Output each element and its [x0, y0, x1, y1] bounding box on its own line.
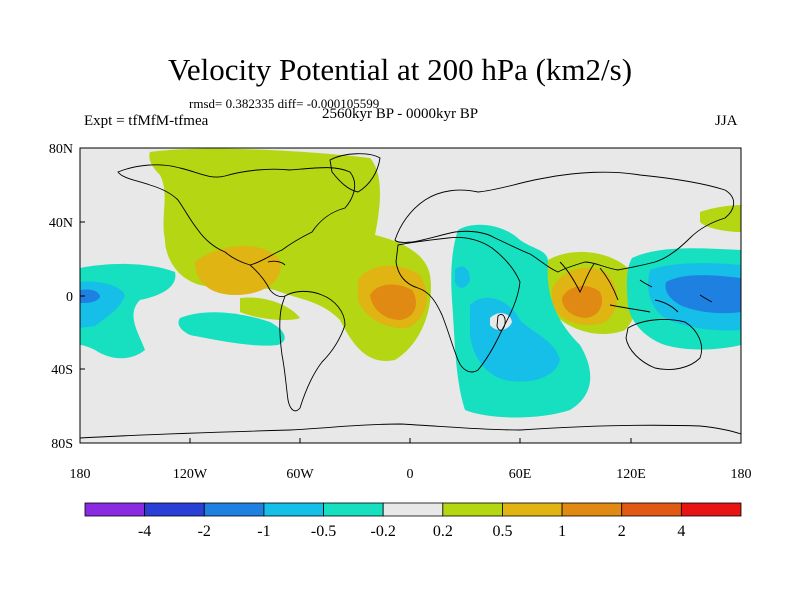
ytick-label: 40N	[49, 216, 73, 231]
xtick-label: 180	[731, 467, 752, 482]
contour-neg-strong-maritime	[665, 275, 741, 314]
coastline-central-america	[249, 264, 286, 298]
contour-neg-mid-west-africa	[455, 266, 470, 288]
contour-pos-weak-east-pacific	[240, 297, 300, 320]
ytick-label: 40S	[51, 363, 73, 378]
coastline-southeast-asia	[599, 267, 679, 313]
coastline-antarctica	[80, 423, 741, 439]
colorbar-label: 0.2	[433, 523, 453, 540]
contour-neutral-madagascar	[490, 313, 512, 330]
colorbar-swatch	[621, 502, 682, 517]
coastline-north-america	[117, 164, 356, 266]
coastlines	[80, 153, 741, 439]
y-tick-labels: 80N 40N 0 40S 80S	[49, 142, 73, 452]
contour-neg-strong-west-pacific	[80, 289, 100, 303]
colorbar-swatch	[323, 502, 384, 517]
stats-text: rmsd= 0.382335 diff= -0.000105599	[189, 96, 380, 111]
colorbar-label: -4	[138, 523, 151, 540]
contour-neg-weak-east-pacific	[178, 312, 285, 346]
colorbar-label: -0.5	[311, 523, 336, 540]
xtick-label: 120E	[616, 467, 646, 482]
colorbar: -4 -2 -1 -0.5 -0.2 0.2 0.5 1 2 4	[84, 502, 742, 540]
colorbar-label: -2	[198, 523, 211, 540]
coastline-islands	[267, 260, 713, 303]
coastline-madagascar	[496, 313, 506, 331]
ytick-label: 80S	[51, 437, 73, 452]
coastline-greenland	[329, 153, 381, 193]
map-title: Velocity Potential at 200 hPa (km2/s)	[167, 52, 633, 87]
xtick-label: 60E	[509, 467, 532, 482]
contour-pos-strong-indian	[562, 286, 603, 318]
colorbar-swatch	[442, 502, 503, 517]
colorbar-swatch	[382, 502, 444, 517]
colorbar-label: -1	[257, 523, 270, 540]
ytick-label: 0	[66, 290, 73, 305]
contour-pos-mid-central-america	[195, 245, 281, 295]
colorbar-label: 0.5	[492, 523, 512, 540]
x-tick-labels: 180 120W 60W 0 60E 120E 180	[70, 467, 752, 482]
colorbar-swatch	[263, 502, 324, 517]
coastline-australia	[625, 319, 703, 370]
experiment-label: Expt = tfMfM-tfmea	[84, 113, 209, 129]
coastline-south-america	[279, 290, 346, 412]
colorbar-label: 1	[558, 523, 566, 540]
colorbar-label: 4	[677, 523, 685, 540]
colorbar-swatch	[203, 502, 265, 517]
colorbar-label: 2	[618, 523, 626, 540]
contour-pos-strong-atlantic	[370, 284, 416, 320]
colorbar-swatch	[680, 502, 742, 517]
colorbar-swatch	[502, 502, 563, 517]
colorbar-swatch	[561, 502, 623, 517]
xtick-label: 60W	[286, 467, 314, 482]
period-text: 2560kyr BP - 0000kyr BP	[322, 106, 479, 122]
colorbar-swatch	[84, 502, 146, 517]
season-label: JJA	[715, 113, 738, 129]
colorbar-swatch	[144, 502, 205, 517]
axis-ticks	[79, 147, 742, 444]
coastline-africa	[395, 237, 521, 373]
coastline-eurasia	[394, 171, 735, 273]
xtick-label: 0	[407, 467, 414, 482]
coastline-india	[559, 261, 595, 294]
xtick-label: 120W	[173, 467, 208, 482]
colorbar-label: -0.2	[371, 523, 396, 540]
field-contours	[80, 148, 741, 418]
contour-pos-weak-americas	[149, 148, 431, 361]
ytick-label: 80N	[49, 142, 73, 157]
xtick-label: 180	[70, 467, 91, 482]
